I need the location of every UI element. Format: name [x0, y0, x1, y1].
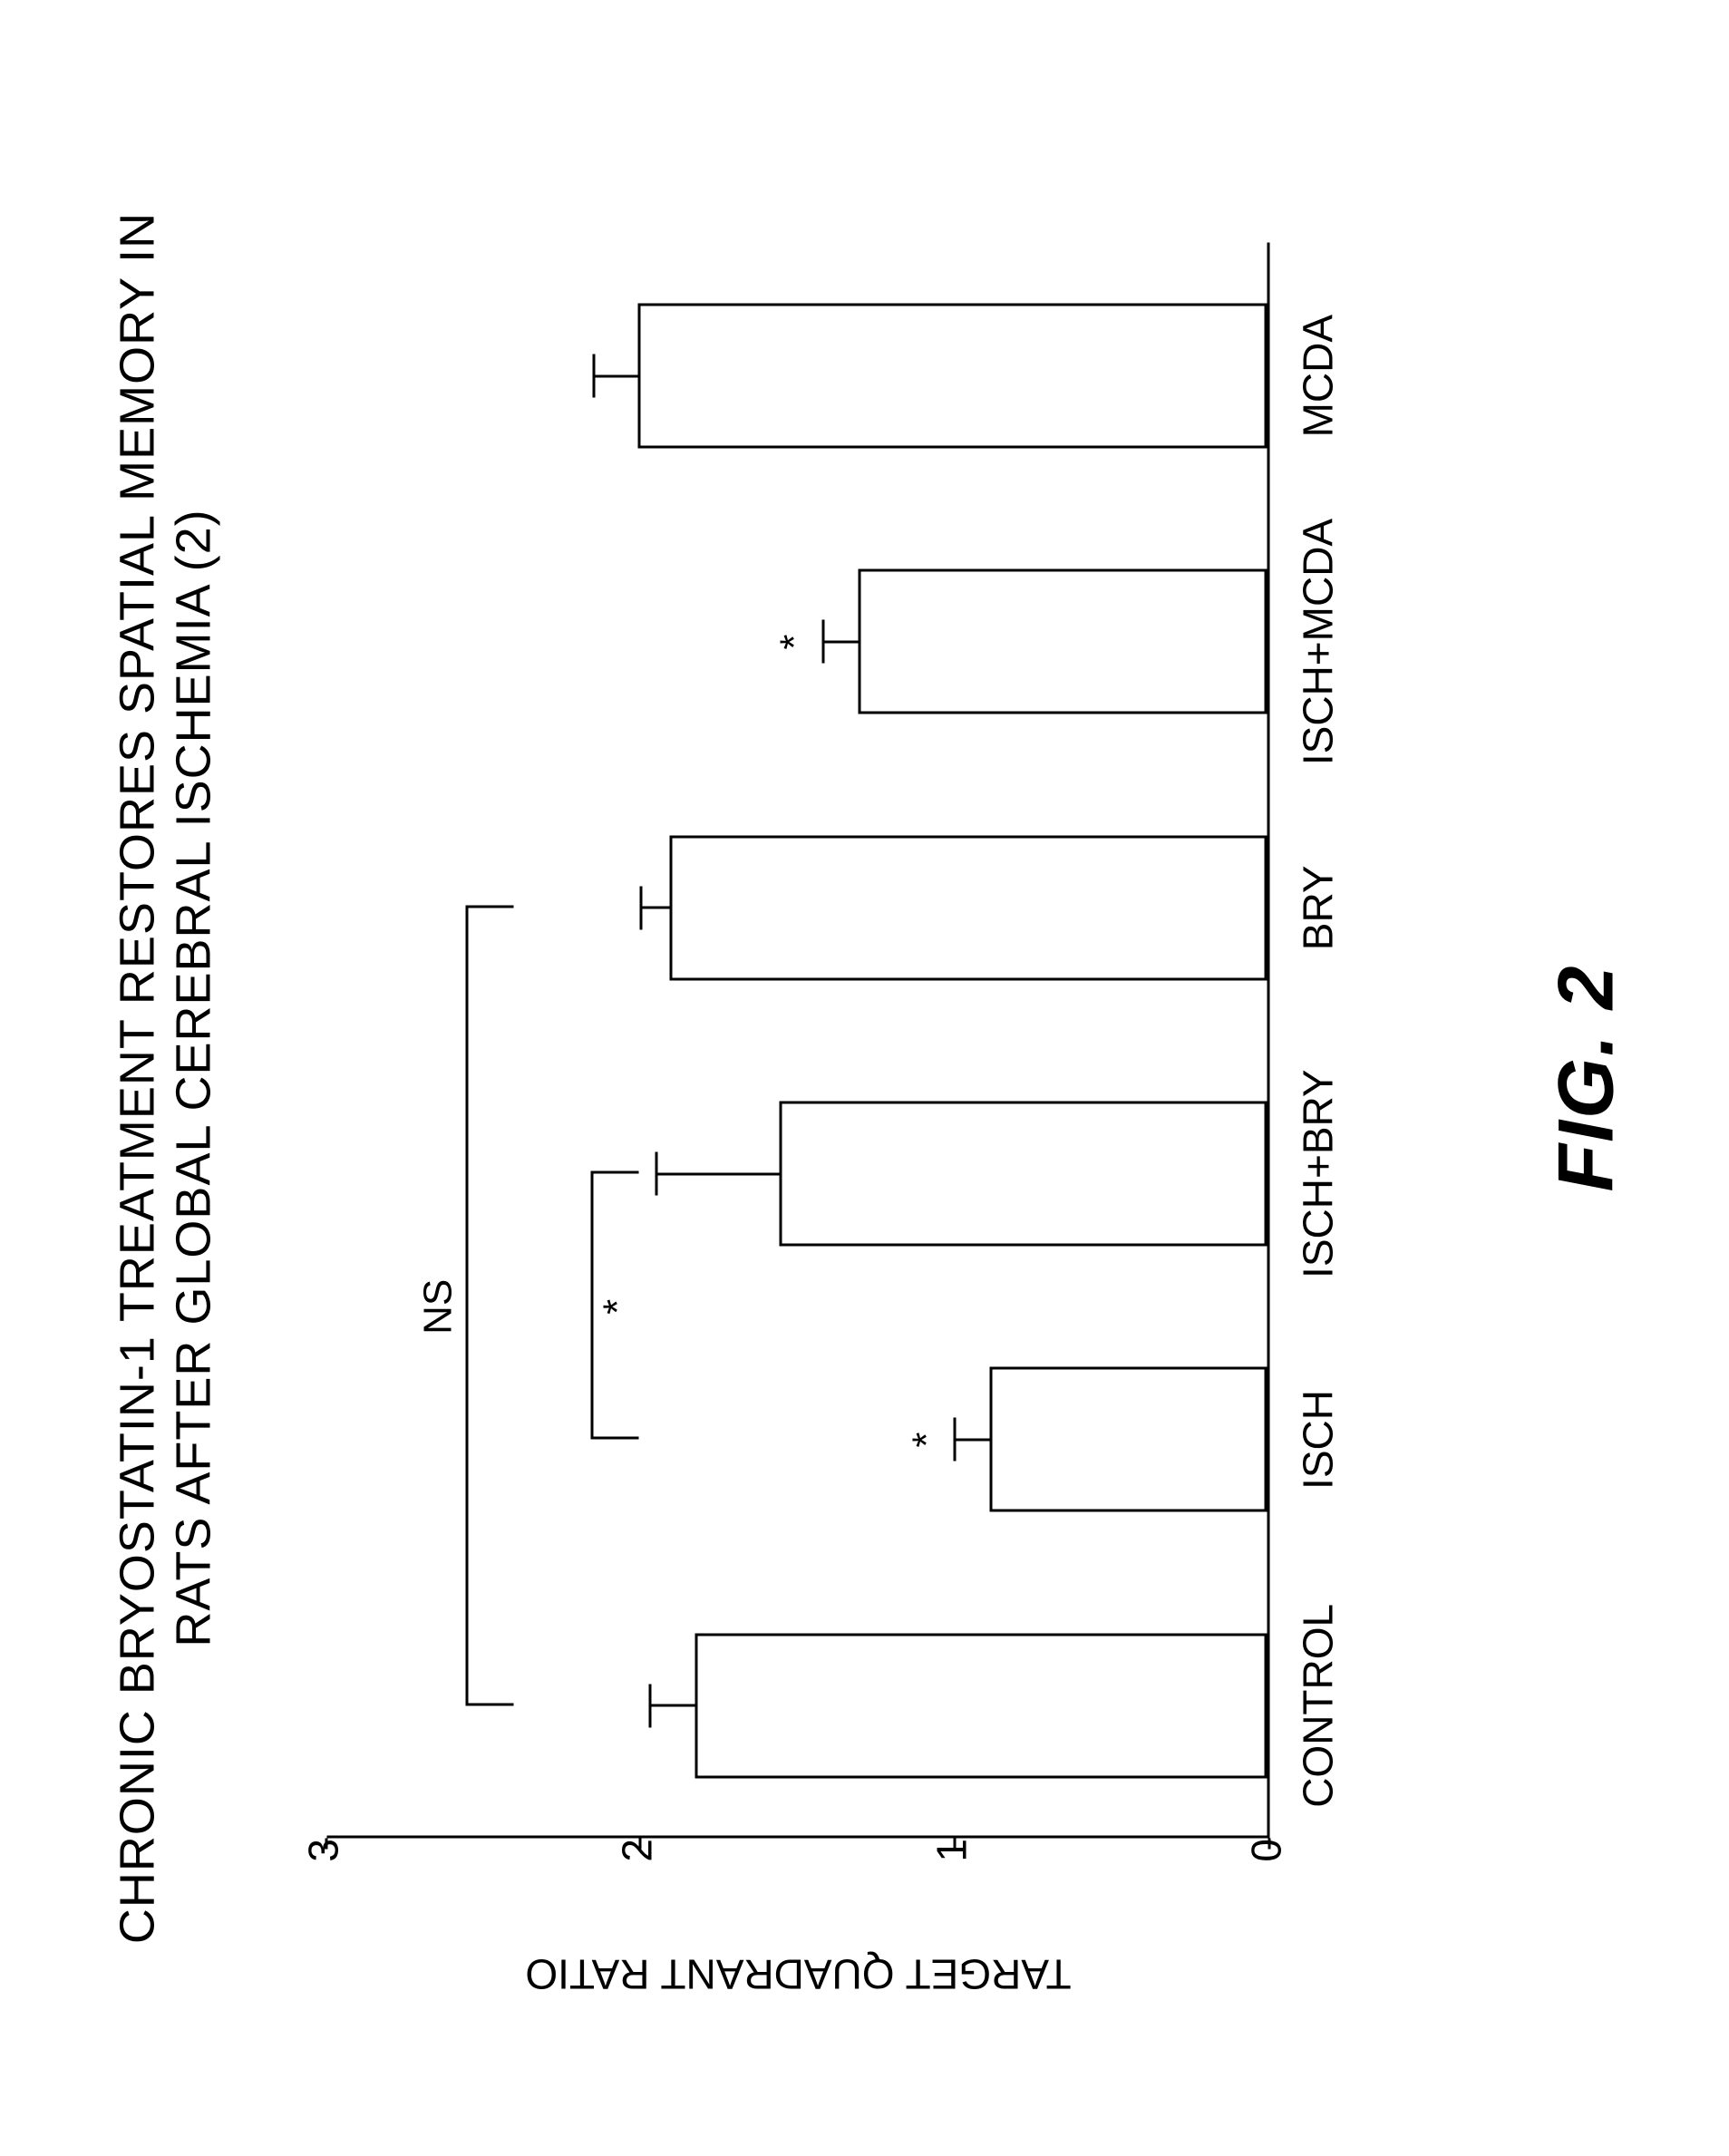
y-axis-label: TARGET QUADRANT RATIO	[525, 1950, 1071, 1999]
page-rotated-wrapper: CHRONIC BRYOSTATIN-1 TREATMENT RESTORES …	[0, 214, 1729, 1943]
bar	[780, 1102, 1267, 1247]
significance-marker: *	[904, 1422, 949, 1458]
page-inner: CHRONIC BRYOSTATIN-1 TREATMENT RESTORES …	[0, 0, 1729, 2156]
x-tick-label: BRY	[1293, 865, 1342, 950]
bar	[990, 1367, 1267, 1512]
y-tick-mark	[953, 1839, 956, 1850]
bracket-line	[591, 1171, 594, 1440]
bar	[858, 569, 1267, 714]
bar	[669, 835, 1267, 980]
y-tick-label: 2	[613, 1839, 662, 1875]
error-cap	[821, 620, 824, 664]
error-bar	[656, 1172, 782, 1175]
bracket-drop	[468, 905, 513, 908]
x-tick-label: MCDA	[1293, 315, 1342, 437]
axes	[326, 243, 1269, 1839]
x-tick-label: CONTROL	[1293, 1604, 1342, 1808]
y-tick-mark	[639, 1839, 642, 1850]
significance-marker: *	[772, 624, 818, 660]
chart-title-line1: CHRONIC BRYOSTATIN-1 TREATMENT RESTORES …	[109, 0, 165, 2156]
y-tick-label: 1	[927, 1839, 976, 1875]
bracket-drop	[594, 1437, 639, 1440]
error-bar	[650, 1704, 697, 1707]
x-tick-label: ISCH+MCDA	[1293, 519, 1342, 765]
error-bar	[641, 907, 673, 909]
chart-title: CHRONIC BRYOSTATIN-1 TREATMENT RESTORES …	[109, 0, 221, 2156]
figure-label: FIG. 2	[1541, 0, 1631, 2156]
x-tick-label: ISCH	[1293, 1390, 1342, 1490]
bracket-label: *	[596, 1252, 641, 1361]
error-cap	[639, 886, 642, 929]
bracket-line	[465, 905, 468, 1705]
chart-plot-area: 0123CONTROL*ISCHISCH+BRYBRY*ISCH+MCDAMCD…	[326, 243, 1324, 1839]
error-cap	[954, 1418, 957, 1462]
bar	[695, 1633, 1267, 1778]
y-tick-mark	[1268, 1839, 1270, 1850]
error-bar	[823, 641, 861, 644]
bracket-drop	[594, 1171, 639, 1174]
bracket-drop	[468, 1703, 513, 1705]
chart-title-line2: RATS AFTER GLOBAL CEREBRAL ISCHEMIA (2)	[165, 0, 221, 2156]
error-cap	[656, 1152, 658, 1196]
x-tick-label: ISCH+BRY	[1293, 1069, 1342, 1278]
error-bar	[594, 374, 641, 377]
y-tick-mark	[325, 1839, 327, 1850]
y-tick-label: 3	[298, 1839, 347, 1875]
y-tick-label: 0	[1241, 1839, 1290, 1875]
error-cap	[592, 354, 595, 398]
error-bar	[955, 1439, 993, 1442]
bar	[638, 304, 1267, 449]
bracket-label: NS	[415, 1252, 461, 1361]
error-cap	[649, 1684, 652, 1727]
